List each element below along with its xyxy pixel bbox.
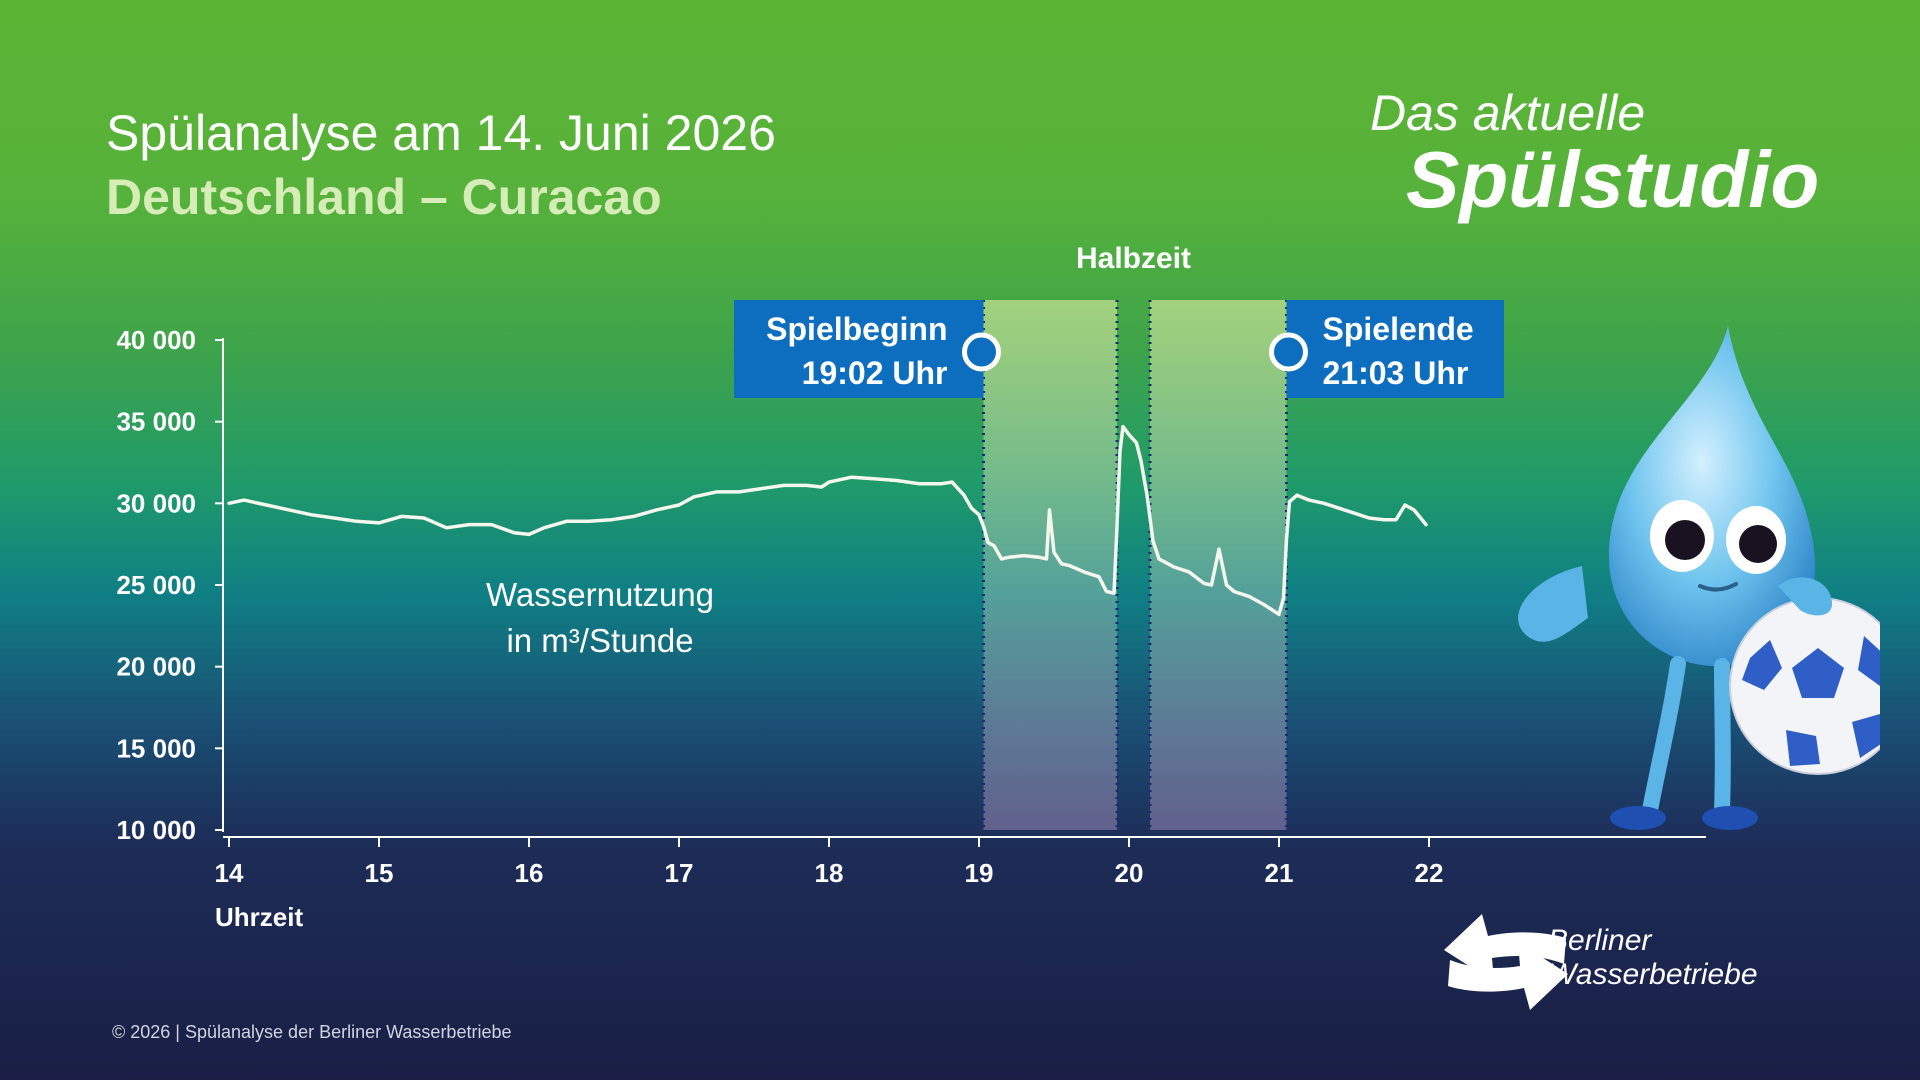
footer-copyright: © 2026 | Spülanalyse der Berliner Wasser… — [112, 1022, 512, 1042]
x-axis-label: Uhrzeit — [215, 902, 303, 932]
arrow-left-icon — [1444, 914, 1566, 982]
berliner-wasserbetriebe-logo — [1444, 914, 1568, 1010]
series-label-line-2: in m³/Stunde — [506, 622, 693, 659]
x-tick-label: 14 — [215, 858, 244, 888]
arrow-right-icon — [1448, 942, 1568, 1010]
x-tick-label: 16 — [515, 858, 544, 888]
mascot-body — [1608, 326, 1816, 667]
annotation-layer: Wassernutzung in m³/Stunde Halbzeit Spielbe… — [486, 242, 1504, 659]
mascot-leg-left — [1642, 656, 1686, 818]
mascot-mouth — [1698, 582, 1738, 592]
game-band-layer — [982, 300, 1288, 830]
y-tick-label: 10 000 — [116, 815, 196, 845]
y-tick-label: 20 000 — [116, 652, 196, 682]
axes: 10 000 15 000 20 000 25 000 30 000 35 000 40 0… — [116, 325, 1706, 932]
game-end-box — [1286, 300, 1504, 398]
x-tick-label: 17 — [665, 858, 694, 888]
soccer-ball-icon — [1729, 597, 1880, 775]
y-tick-label: 30 000 — [116, 488, 196, 518]
x-tick-label: 15 — [365, 858, 394, 888]
page-subtitle: Deutschland – Curacao — [106, 169, 662, 225]
mascot-shoe-left — [1610, 806, 1666, 830]
series-layer — [227, 424, 1428, 617]
mascot-arm — [1518, 566, 1588, 642]
game-start-label: Spielbeginn — [766, 311, 947, 347]
logo-line-1: Berliner — [1548, 924, 1652, 957]
series-label-line-1: Wassernutzung — [486, 576, 714, 613]
first-half-band — [983, 300, 1117, 830]
x-tick-label: 22 — [1415, 858, 1444, 888]
game-end-marker — [1269, 332, 1308, 372]
mascot-arm-right — [1778, 577, 1832, 616]
game-end-time: 21:03 Uhr — [1323, 355, 1469, 391]
x-tick-label: 18 — [815, 858, 844, 888]
water-drop-mascot — [1518, 326, 1880, 830]
x-tick-label: 21 — [1265, 858, 1294, 888]
page-title: Spülanalyse am 14. Juni 2026 — [106, 105, 776, 161]
y-tick-label: 40 000 — [116, 325, 196, 355]
logo-text: Berliner Wasserbetriebe — [1548, 924, 1758, 992]
y-tick-label: 35 000 — [116, 407, 196, 437]
logo-line-2: Wasserbetriebe — [1548, 958, 1758, 991]
brand-line-1: Das aktuelle — [1370, 85, 1646, 141]
game-start-box — [734, 300, 984, 398]
y-tick-label: 25 000 — [116, 570, 196, 600]
x-tick-label: 20 — [1115, 858, 1144, 888]
y-tick-label: 15 000 — [116, 733, 196, 763]
game-start-time: 19:02 Uhr — [802, 355, 948, 391]
mascot-leg-right — [1714, 658, 1731, 818]
water-usage-line — [227, 424, 1428, 617]
mascot-shoe-right — [1702, 806, 1758, 830]
game-end-label: Spielende — [1323, 311, 1474, 347]
brand-line-2: Spülstudio — [1406, 135, 1820, 224]
halftime-label: Halbzeit — [1076, 242, 1191, 275]
x-tick-label: 19 — [965, 858, 994, 888]
game-start-marker — [962, 332, 1001, 372]
